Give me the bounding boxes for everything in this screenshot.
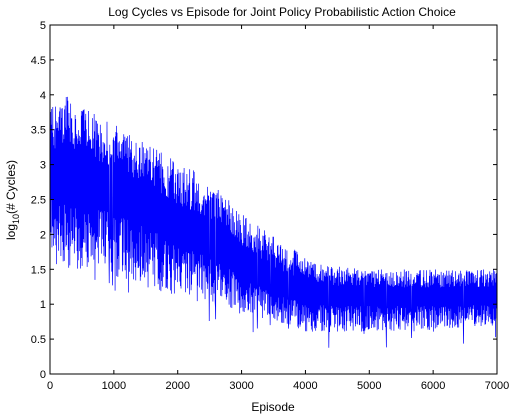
y-tick-label-9: 4.5 <box>31 55 46 67</box>
y-tick-label-10: 5 <box>40 20 46 32</box>
y-tick-label-2: 1 <box>40 299 46 311</box>
y-tick-label-4: 2 <box>40 229 46 241</box>
series-layer <box>49 96 498 348</box>
x-tick-label-2: 2000 <box>165 380 189 392</box>
y-axis-label-suffix: (# Cycles) <box>4 160 18 214</box>
series-line-0 <box>49 96 498 348</box>
chart-title: Log Cycles vs Episode for Joint Policy P… <box>108 5 456 19</box>
x-tick-label-5: 5000 <box>357 380 381 392</box>
ticks-layer: 0 1000 2000 3000 4000 5000 6000 7000 0 0.5 1 1.5 2 2.… <box>31 20 510 392</box>
x-tick-label-4: 4000 <box>293 380 317 392</box>
y-axis-label-subscript: 10 <box>11 214 21 224</box>
y-tick-label-1: 0.5 <box>31 334 46 346</box>
y-tick-label-5: 2.5 <box>31 195 46 207</box>
x-tick-label-3: 3000 <box>229 380 253 392</box>
y-tick-label-3: 1.5 <box>31 264 46 276</box>
x-tick-label-7: 7000 <box>485 380 509 392</box>
y-axis-label-prefix: log <box>4 224 18 240</box>
y-tick-label-7: 3.5 <box>31 125 46 137</box>
x-tick-label-1: 1000 <box>102 380 126 392</box>
y-axis-label: log10(# Cycles) <box>4 160 21 240</box>
y-tick-label-8: 4 <box>40 90 46 102</box>
y-tick-label-0: 0 <box>40 369 46 381</box>
x-tick-label-0: 0 <box>47 380 53 392</box>
y-tick-label-6: 3 <box>40 160 46 172</box>
x-axis-label: Episode <box>251 400 295 414</box>
x-tick-label-6: 6000 <box>421 380 445 392</box>
